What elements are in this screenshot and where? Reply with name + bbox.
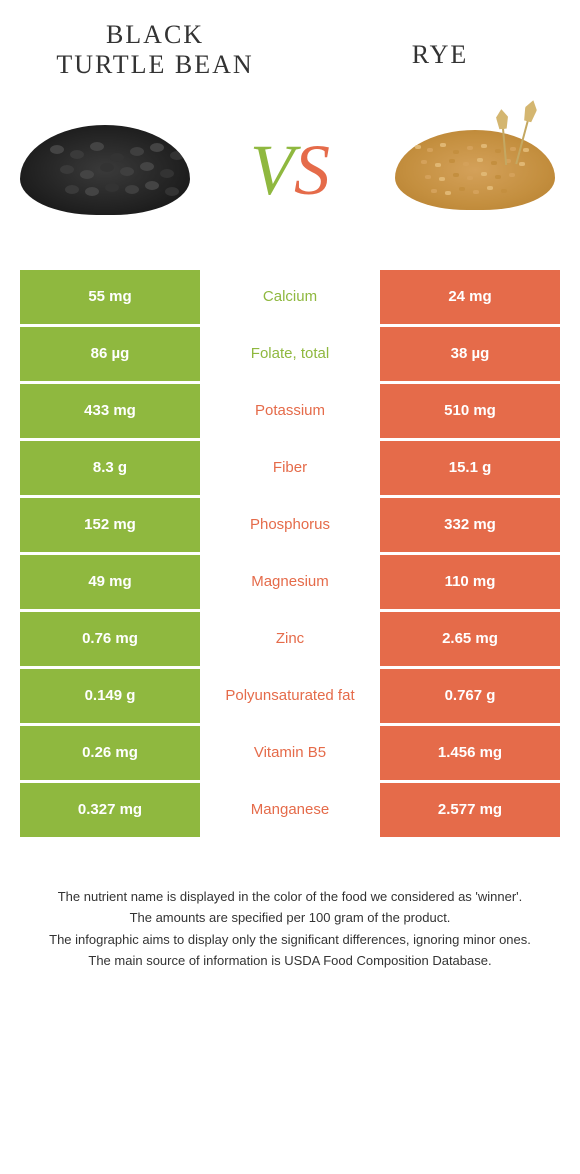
left-value-cell: 8.3 g	[20, 441, 200, 495]
nutrient-label-cell: Potassium	[200, 384, 380, 438]
right-value-cell: 510 mg	[380, 384, 560, 438]
left-value-cell: 49 mg	[20, 555, 200, 609]
footer-line: The infographic aims to display only the…	[30, 930, 550, 950]
left-value-cell: 152 mg	[20, 498, 200, 552]
nutrient-label-cell: Phosphorus	[200, 498, 380, 552]
footer-line: The nutrient name is displayed in the co…	[30, 887, 550, 907]
vs-v-letter: V	[250, 134, 294, 206]
vs-label: V S	[250, 134, 330, 206]
nutrient-label-cell: Vitamin B5	[200, 726, 380, 780]
left-food-image	[15, 110, 195, 230]
footer-notes: The nutrient name is displayed in the co…	[0, 887, 580, 971]
table-row: 0.327 mgManganese2.577 mg	[20, 783, 560, 837]
right-value-cell: 332 mg	[380, 498, 560, 552]
table-row: 152 mgPhosphorus332 mg	[20, 498, 560, 552]
nutrient-label-cell: Polyunsaturated fat	[200, 669, 380, 723]
right-value-cell: 0.767 g	[380, 669, 560, 723]
header: BLACKTURTLE BEAN RYE	[0, 0, 580, 90]
left-value-cell: 0.76 mg	[20, 612, 200, 666]
table-row: 0.76 mgZinc2.65 mg	[20, 612, 560, 666]
table-row: 0.26 mgVitamin B51.456 mg	[20, 726, 560, 780]
right-value-cell: 110 mg	[380, 555, 560, 609]
black-beans-icon	[20, 125, 190, 215]
nutrient-label-cell: Folate, total	[200, 327, 380, 381]
nutrient-label-cell: Manganese	[200, 783, 380, 837]
left-value-cell: 0.327 mg	[20, 783, 200, 837]
right-value-cell: 1.456 mg	[380, 726, 560, 780]
right-value-cell: 38 µg	[380, 327, 560, 381]
vs-row: V S	[0, 90, 580, 270]
right-value-cell: 15.1 g	[380, 441, 560, 495]
table-row: 433 mgPotassium510 mg	[20, 384, 560, 438]
right-value-cell: 2.577 mg	[380, 783, 560, 837]
right-value-cell: 2.65 mg	[380, 612, 560, 666]
left-value-cell: 55 mg	[20, 270, 200, 324]
right-food-title: RYE	[350, 20, 530, 70]
table-row: 49 mgMagnesium110 mg	[20, 555, 560, 609]
left-value-cell: 86 µg	[20, 327, 200, 381]
left-value-cell: 0.26 mg	[20, 726, 200, 780]
nutrient-table: 55 mgCalcium24 mg86 µgFolate, total38 µg…	[20, 270, 560, 837]
left-food-title: BLACKTURTLE BEAN	[50, 20, 260, 80]
rye-stalk-icon	[515, 106, 532, 164]
left-value-cell: 433 mg	[20, 384, 200, 438]
nutrient-label-cell: Zinc	[200, 612, 380, 666]
table-row: 55 mgCalcium24 mg	[20, 270, 560, 324]
nutrient-label-cell: Magnesium	[200, 555, 380, 609]
footer-line: The main source of information is USDA F…	[30, 951, 550, 971]
table-row: 8.3 gFiber15.1 g	[20, 441, 560, 495]
rye-grain-icon	[395, 130, 555, 210]
vs-s-letter: S	[294, 134, 330, 206]
right-food-image	[385, 110, 565, 230]
right-value-cell: 24 mg	[380, 270, 560, 324]
left-value-cell: 0.149 g	[20, 669, 200, 723]
rye-stalk-icon	[501, 115, 507, 165]
nutrient-label-cell: Calcium	[200, 270, 380, 324]
footer-line: The amounts are specified per 100 gram o…	[30, 908, 550, 928]
table-row: 0.149 gPolyunsaturated fat0.767 g	[20, 669, 560, 723]
nutrient-label-cell: Fiber	[200, 441, 380, 495]
table-row: 86 µgFolate, total38 µg	[20, 327, 560, 381]
